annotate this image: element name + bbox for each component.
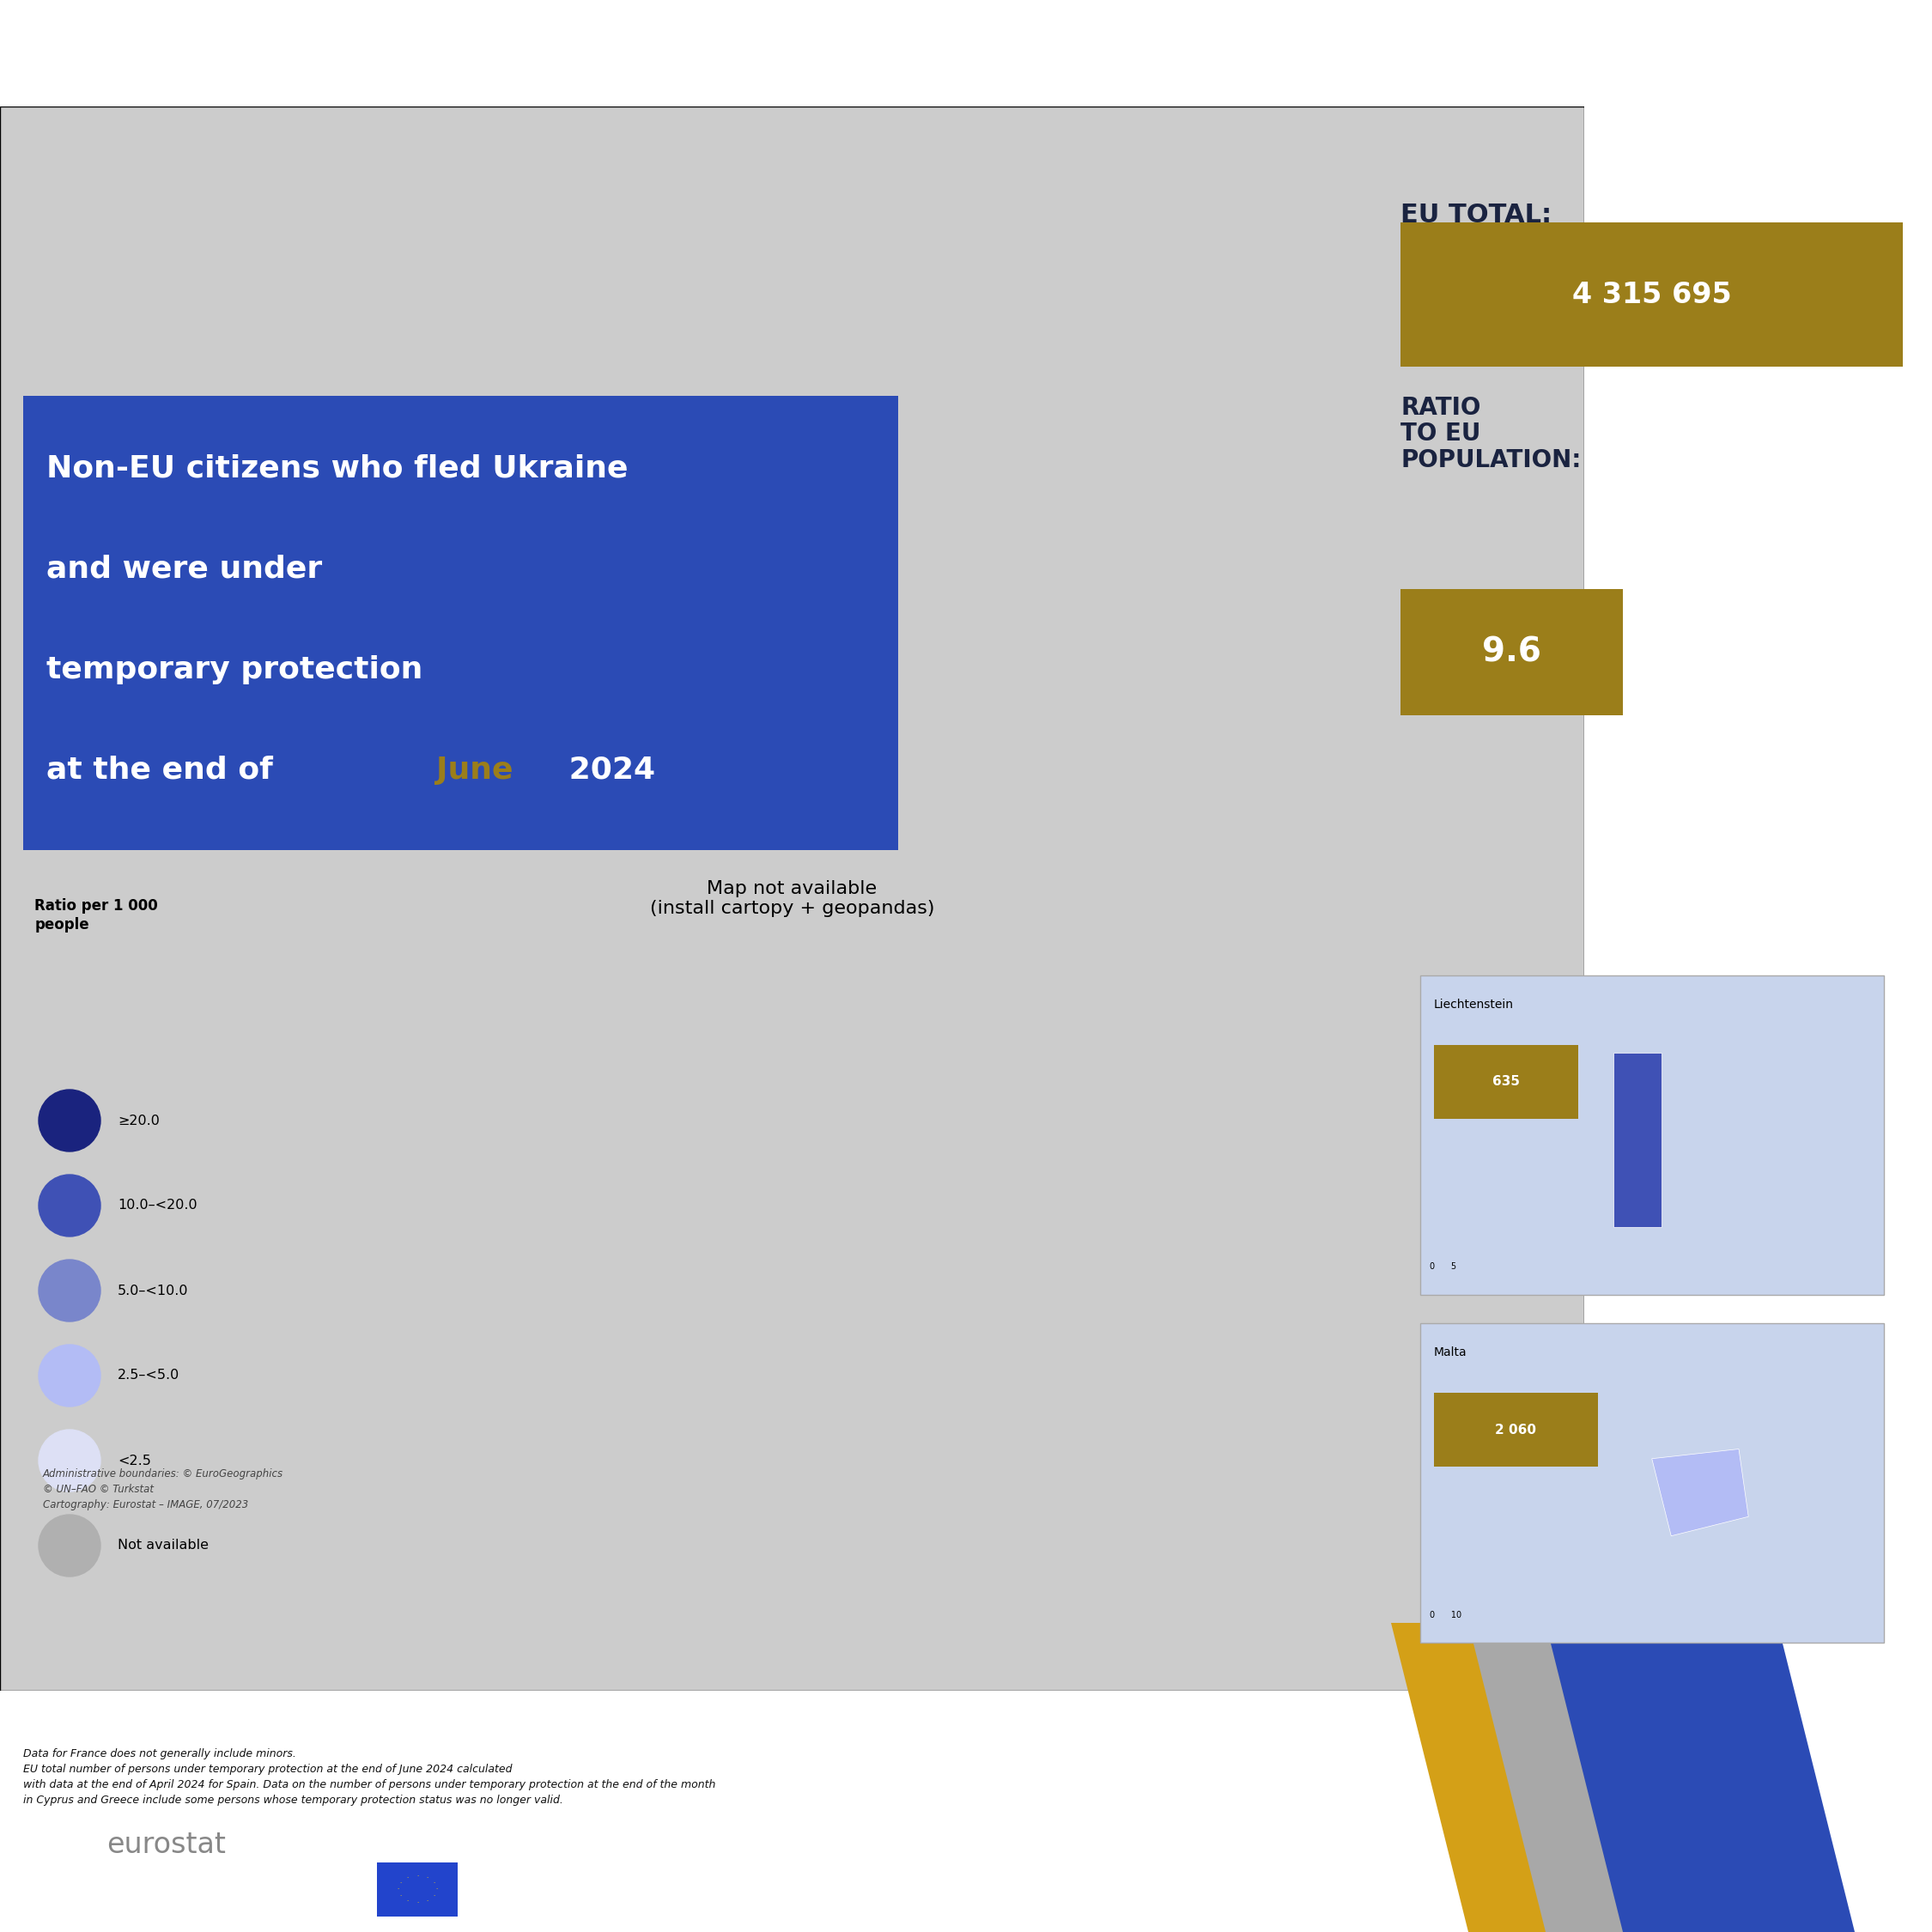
Text: Ratio per 1 000
people: Ratio per 1 000 people — [35, 898, 158, 933]
Text: Data for France does not generally include minors.
EU total number of persons un: Data for France does not generally inclu… — [23, 1748, 715, 1806]
Text: <2.5: <2.5 — [118, 1455, 151, 1466]
FancyBboxPatch shape — [1420, 976, 1884, 1294]
FancyBboxPatch shape — [1401, 589, 1623, 715]
Text: Malta: Malta — [1434, 1347, 1466, 1358]
Circle shape — [39, 1175, 100, 1236]
Text: ·: · — [400, 1880, 402, 1886]
Text: ·: · — [425, 1899, 429, 1903]
FancyBboxPatch shape — [1401, 222, 1903, 367]
Text: Administrative boundaries: © EuroGeographics
© UN–FAO © Turkstat
Cartography: Eu: Administrative boundaries: © EuroGeograp… — [43, 1468, 284, 1511]
Text: RATIO
TO EU
POPULATION:: RATIO TO EU POPULATION: — [1401, 396, 1580, 471]
Text: 2 060: 2 060 — [1495, 1424, 1536, 1435]
Circle shape — [39, 1515, 100, 1577]
Text: ·: · — [398, 1888, 400, 1891]
Text: ·: · — [408, 1876, 410, 1880]
Circle shape — [39, 1260, 100, 1321]
Text: 9.6: 9.6 — [1482, 636, 1542, 668]
Circle shape — [39, 1090, 100, 1151]
Text: ·: · — [425, 1876, 429, 1880]
Text: ·: · — [433, 1893, 435, 1899]
Text: ·: · — [408, 1899, 410, 1903]
Text: and were under: and were under — [46, 554, 323, 583]
Text: 10.0–<20.0: 10.0–<20.0 — [118, 1200, 197, 1211]
Polygon shape — [1652, 1449, 1748, 1536]
Text: eurostat: eurostat — [106, 1830, 226, 1859]
FancyBboxPatch shape — [23, 396, 898, 850]
FancyBboxPatch shape — [1420, 1323, 1884, 1642]
Circle shape — [39, 1430, 100, 1492]
Polygon shape — [1391, 1623, 1700, 1932]
Circle shape — [39, 1345, 100, 1406]
Text: Not available: Not available — [118, 1540, 209, 1551]
FancyBboxPatch shape — [0, 106, 1584, 1690]
Text: 2024: 2024 — [558, 755, 655, 784]
FancyBboxPatch shape — [1613, 1053, 1662, 1227]
Text: Liechtenstein: Liechtenstein — [1434, 999, 1513, 1010]
Text: Map not available
(install cartopy + geopandas): Map not available (install cartopy + geo… — [649, 879, 935, 918]
FancyBboxPatch shape — [377, 1862, 458, 1917]
Text: 2.5–<5.0: 2.5–<5.0 — [118, 1370, 180, 1381]
Polygon shape — [1468, 1623, 1777, 1932]
FancyBboxPatch shape — [1434, 1045, 1578, 1119]
Text: EU TOTAL:: EU TOTAL: — [1401, 203, 1551, 228]
Polygon shape — [1546, 1623, 1855, 1932]
Text: 635: 635 — [1492, 1076, 1520, 1088]
Text: 0      5: 0 5 — [1430, 1264, 1457, 1271]
Text: 4 315 695: 4 315 695 — [1573, 280, 1731, 309]
Text: at the end of: at the end of — [46, 755, 284, 784]
Text: 0      10: 0 10 — [1430, 1611, 1463, 1619]
Text: temporary protection: temporary protection — [46, 655, 423, 684]
Text: ≥20.0: ≥20.0 — [118, 1115, 160, 1126]
Text: ·: · — [433, 1880, 435, 1886]
Text: 5.0–<10.0: 5.0–<10.0 — [118, 1285, 189, 1296]
Text: June: June — [437, 755, 514, 784]
Text: ·: · — [400, 1893, 402, 1899]
FancyBboxPatch shape — [1434, 1393, 1598, 1466]
Text: Non-EU citizens who fled Ukraine: Non-EU citizens who fled Ukraine — [46, 454, 628, 483]
